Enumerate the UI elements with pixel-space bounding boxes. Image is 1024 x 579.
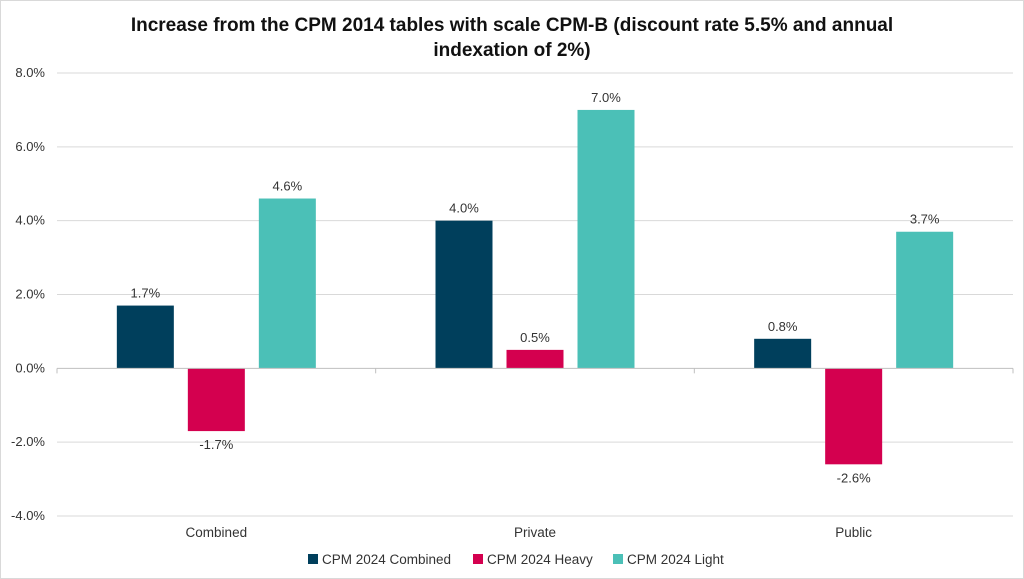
bar-cpm-2024-heavy-public <box>825 368 883 465</box>
y-axis-ticks: -4.0% -2.0% 0.0% 2.0% 4.0% 6.0% 8.0% <box>11 65 45 523</box>
data-label: 4.0% <box>449 201 479 216</box>
legend-swatch <box>473 554 483 564</box>
data-label: 0.8% <box>768 319 798 334</box>
legend-label: CPM 2024 Heavy <box>487 552 593 567</box>
chart-title: Increase from the CPM 2014 tables with s… <box>131 15 893 61</box>
gridlines <box>57 72 1013 517</box>
legend-swatch <box>308 554 318 564</box>
data-label: -1.7% <box>199 437 233 452</box>
data-label: 3.7% <box>910 212 940 227</box>
y-tick-label: 4.0% <box>15 213 45 228</box>
y-tick-label: -2.0% <box>11 434 45 449</box>
category-label: Combined <box>186 525 248 540</box>
bar-cpm-2024-light-public <box>896 231 954 369</box>
y-tick-label: -4.0% <box>11 508 45 523</box>
y-tick-label: 0.0% <box>15 360 45 375</box>
data-label: -2.6% <box>837 470 871 485</box>
bar-cpm-2024-light-combined <box>258 198 316 369</box>
legend-swatch <box>613 554 623 564</box>
bar-cpm-2024-heavy-combined <box>187 368 245 432</box>
y-tick-label: 6.0% <box>15 139 45 154</box>
chart-title-line-1: Increase from the CPM 2014 tables with s… <box>131 15 893 36</box>
bar-cpm-2024-combined-private <box>435 220 493 369</box>
data-label: 7.0% <box>591 90 621 105</box>
data-label: 0.5% <box>520 330 550 345</box>
bar-cpm-2024-combined-combined <box>116 305 174 369</box>
legend-label: CPM 2024 Light <box>627 552 724 567</box>
category-label: Private <box>514 525 556 540</box>
y-tick-label: 8.0% <box>15 65 45 80</box>
chart-title-line-2: indexation of 2%) <box>433 40 590 61</box>
x-axis <box>56 367 1014 374</box>
data-label: 1.7% <box>131 286 161 301</box>
data-labels: 1.7% -1.7% 4.6% 4.0% 0.5% 7.0% 0.8% -2.6% 3.7% <box>131 90 940 485</box>
bar-cpm-2024-light-private <box>577 109 635 369</box>
data-label: 4.6% <box>273 179 303 194</box>
category-label: Public <box>835 525 872 540</box>
bar-cpm-2024-heavy-private <box>506 349 564 369</box>
legend-label: CPM 2024 Combined <box>322 552 451 567</box>
bars <box>116 109 954 465</box>
y-tick-label: 2.0% <box>15 287 45 302</box>
legend: CPM 2024 Combined CPM 2024 Heavy CPM 2024 … <box>308 552 724 567</box>
category-labels: Combined Private Public <box>186 525 873 540</box>
bar-cpm-2024-combined-public <box>754 338 812 369</box>
